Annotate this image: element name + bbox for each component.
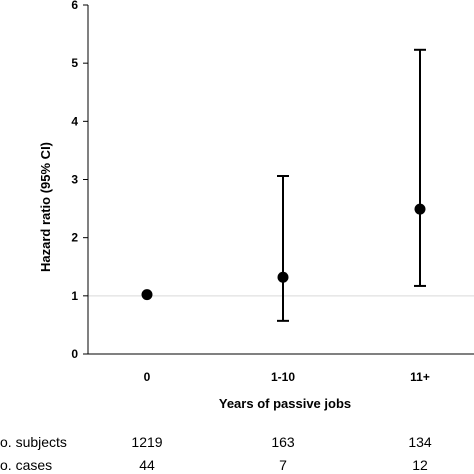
x-tick-label: 0 (144, 370, 151, 384)
y-tick-label: 5 (71, 56, 78, 70)
data-point (414, 203, 426, 215)
y-tick-label: 1 (71, 289, 78, 303)
table-cell: 7 (279, 457, 287, 473)
table-cell: 134 (408, 434, 432, 450)
data-point (277, 271, 289, 283)
table-row-label: o. subjects (0, 434, 67, 450)
x-axis-title: Years of passive jobs (219, 396, 351, 411)
y-tick-label: 0 (71, 347, 78, 361)
x-tick-label: 1-10 (271, 370, 295, 384)
y-tick-label: 3 (71, 173, 78, 187)
table-row-label: o. cases (0, 457, 52, 473)
tick-labels: 0 1 2 3 4 5 6 0 1-10 11+ (71, 0, 430, 384)
axes (83, 4, 474, 355)
y-tick-label: 4 (71, 114, 78, 128)
table-cell: 163 (271, 434, 295, 450)
y-tick-label: 6 (71, 0, 78, 12)
data-point (141, 289, 153, 301)
y-tick-label: 2 (71, 231, 78, 245)
data-marks (141, 48, 426, 322)
table-cell: 12 (412, 457, 428, 473)
y-axis-title: Hazard ratio (95% CI) (38, 142, 53, 272)
x-tick-label: 11+ (410, 370, 430, 384)
table-cell: 1219 (131, 434, 162, 450)
table-cell: 44 (139, 457, 155, 473)
counts-table: o. subjects 1219 163 134 o. cases 44 7 12 (0, 434, 432, 473)
